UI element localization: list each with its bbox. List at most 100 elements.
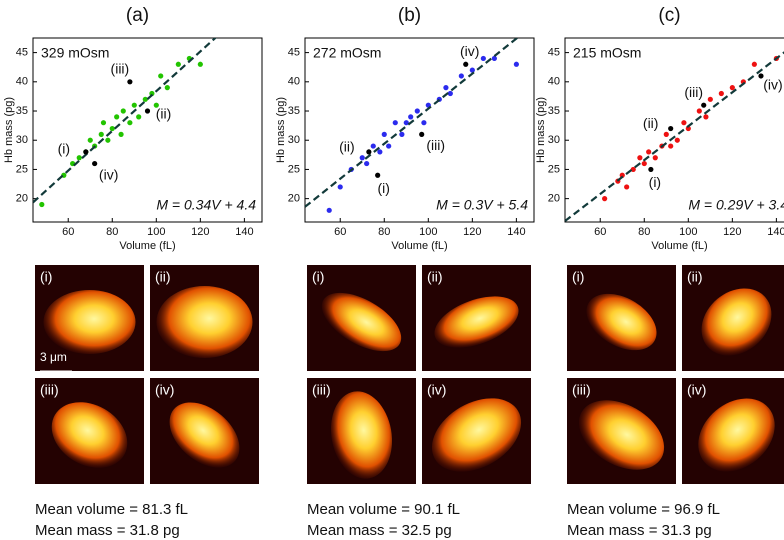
data-point	[105, 137, 111, 143]
data-point	[76, 155, 82, 161]
x-tick-label: 120	[191, 226, 209, 238]
data-point	[458, 73, 464, 79]
stat-text: Mean volume = 90.1 fL	[307, 501, 460, 518]
data-point	[359, 155, 365, 161]
points	[602, 55, 779, 202]
cell	[321, 292, 402, 352]
x-tick-label: 100	[679, 226, 697, 238]
y-tick-label: 35	[16, 105, 28, 117]
data-point	[109, 125, 115, 132]
point-label: (iv)	[460, 43, 479, 59]
marked-point	[83, 149, 89, 155]
y-axis-label: Hb mass (pg)	[3, 97, 15, 163]
data-point	[127, 120, 133, 126]
image-label: (iv)	[687, 382, 706, 398]
marked-point	[375, 172, 381, 178]
x-tick-label: 120	[723, 226, 741, 238]
data-point	[646, 149, 652, 155]
data-point	[364, 160, 370, 167]
point-label: (iii)	[426, 137, 445, 153]
data-point	[153, 102, 159, 108]
marked-point	[758, 73, 764, 79]
data-point	[668, 143, 674, 149]
data-point	[381, 131, 387, 137]
plot-frame	[304, 37, 535, 223]
marked-point	[668, 125, 674, 132]
data-point	[114, 114, 120, 120]
stat-text: Mean mass = 31.3 pg	[567, 522, 712, 539]
cell	[578, 400, 665, 470]
y-tick-label: 30	[16, 134, 28, 146]
y-tick-label: 25	[16, 163, 28, 175]
osmolality-label: 272 mOsm	[313, 45, 381, 61]
x-tick-label: 100	[147, 226, 165, 238]
chart-title: (b)	[398, 5, 421, 26]
y-tick-label: 35	[288, 105, 300, 117]
marked-point	[463, 61, 469, 67]
data-point	[674, 137, 680, 143]
marked-point	[701, 102, 707, 108]
data-point	[652, 155, 658, 161]
image-label: (iii)	[312, 382, 331, 398]
data-point	[120, 108, 126, 114]
x-tick-label: 140	[507, 226, 525, 238]
y-tick-label: 40	[288, 76, 300, 88]
cell	[156, 286, 253, 358]
y-tick-label: 20	[288, 193, 300, 205]
data-point	[118, 131, 124, 137]
point-label: (ii)	[339, 139, 355, 155]
scale-bar-label: 3 μm	[40, 350, 67, 364]
fit-line	[33, 38, 217, 204]
cell	[698, 398, 775, 472]
y-axis-label: Hb mass (pg)	[275, 97, 287, 163]
data-point	[414, 108, 420, 114]
fit-equation: M = 0.29V + 3.4	[688, 197, 784, 213]
data-point	[39, 201, 45, 208]
y-tick-label: 45	[288, 47, 300, 59]
data-point	[337, 184, 343, 190]
data-point	[718, 90, 724, 97]
x-axis-label: Volume (fL)	[119, 240, 175, 252]
marked-point	[366, 149, 372, 155]
cell	[330, 391, 393, 479]
data-point	[386, 143, 392, 149]
x-axis-label: Volume (fL)	[651, 240, 707, 252]
image-label: (iii)	[572, 382, 591, 398]
data-point	[142, 96, 148, 102]
x-axis-label: Volume (fL)	[391, 240, 447, 252]
data-point	[491, 55, 497, 62]
data-point	[602, 196, 608, 202]
image-label: (iv)	[155, 382, 174, 398]
image-label: (i)	[40, 269, 52, 285]
x-tick-label: 120	[463, 226, 481, 238]
cell	[51, 402, 128, 468]
data-point	[703, 114, 709, 120]
y-tick-label: 25	[548, 163, 560, 175]
x-tick-label: 60	[594, 226, 606, 238]
data-point	[685, 125, 691, 132]
fit-equation: M = 0.34V + 4.4	[156, 197, 256, 213]
cell	[701, 288, 772, 356]
x-tick-label: 60	[62, 226, 74, 238]
image-label: (ii)	[687, 269, 703, 285]
stat-text: Mean volume = 96.9 fL	[567, 501, 720, 518]
data-point	[663, 131, 669, 137]
plot-frame	[564, 37, 784, 223]
data-point	[100, 120, 107, 126]
cell	[431, 398, 522, 472]
x-tick-label: 80	[378, 226, 390, 238]
osmolality-label: 329 mOsm	[41, 45, 109, 61]
data-point	[377, 149, 383, 155]
x-tick-label: 80	[638, 226, 650, 238]
data-point	[707, 96, 713, 102]
marked-point	[419, 131, 425, 137]
data-point	[399, 131, 405, 137]
x-tick-label: 100	[419, 226, 437, 238]
y-tick-label: 25	[288, 163, 300, 175]
data-point	[197, 61, 203, 67]
image-label: (iii)	[40, 382, 59, 398]
image-label: (iv)	[427, 382, 446, 398]
marked-point	[144, 108, 151, 114]
data-point	[175, 61, 181, 67]
